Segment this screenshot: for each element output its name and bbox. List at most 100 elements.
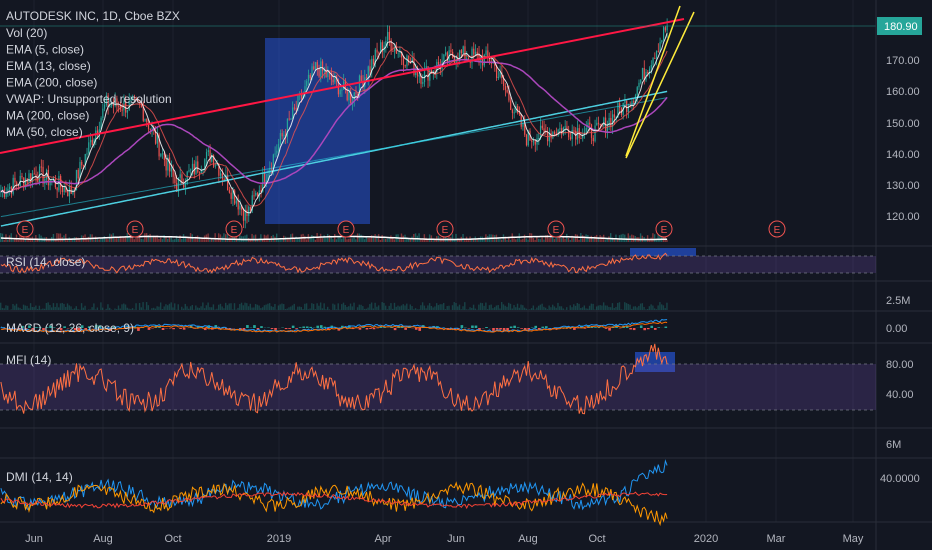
candle-body (163, 153, 165, 160)
candle-body (40, 166, 42, 168)
channel-line-lower[interactable] (625, 11, 695, 159)
volume-bar (434, 238, 436, 242)
candle-body (0, 191, 2, 193)
candle-body (12, 177, 14, 194)
volume-pane-bar (432, 307, 434, 310)
volume-pane-bar (314, 309, 317, 310)
macd-bar (348, 325, 351, 328)
earnings-marker-label: E (132, 225, 139, 236)
candle-body (223, 178, 225, 181)
resistance-trendline[interactable] (0, 18, 685, 154)
volume-pane-bar (609, 307, 612, 310)
volume-pane-bar (246, 303, 248, 310)
candle-body (395, 47, 398, 54)
volume-pane-bar (93, 303, 95, 310)
macd-bar (291, 325, 295, 328)
candle-body (116, 98, 118, 106)
volume-bar (645, 239, 647, 242)
volume-pane-bar (270, 306, 273, 310)
volume-pane-bar (68, 305, 70, 310)
volume-pane-bar (75, 306, 77, 310)
volume-bar (573, 237, 575, 242)
volume-pane-bar (604, 305, 607, 310)
volume-bar (632, 235, 635, 242)
volume-pane-bar (641, 303, 644, 310)
volume-pane-bar (646, 309, 649, 310)
time-tick: Mar (767, 533, 786, 545)
candle-body (140, 104, 143, 107)
macd-bar (566, 326, 569, 328)
mfi-line (0, 343, 668, 415)
macd-bar (555, 328, 559, 330)
earnings-marker (655, 220, 673, 238)
volume-pane-bar (376, 306, 378, 310)
volume-bar (38, 234, 41, 242)
candle-body (571, 130, 573, 140)
volume-bar (133, 239, 136, 242)
candle-body (606, 125, 608, 133)
volume-bar (156, 235, 158, 242)
volume-pane-bar (244, 302, 246, 310)
macd-bar (657, 327, 661, 328)
volume-bar (161, 239, 164, 242)
volume-bar (135, 236, 137, 242)
volume-pane-bar (428, 303, 431, 310)
candle-body (659, 42, 661, 52)
volume-pane-bar (135, 303, 137, 310)
volume-bar (508, 237, 510, 242)
candle-body (14, 177, 16, 183)
candle-body (123, 100, 125, 111)
candle-body (290, 118, 292, 120)
volume-pane-bar (370, 302, 373, 310)
candle-body (232, 190, 234, 199)
candle-body (640, 79, 642, 83)
volume-pane-bar (562, 308, 564, 310)
candle-body (205, 152, 208, 160)
volume-bar (0, 233, 2, 242)
volume-pane-bar (342, 302, 345, 310)
volume-pane-bar (539, 304, 542, 310)
candle-body (161, 153, 164, 155)
candle-body (589, 122, 591, 125)
volume-pane-bar (210, 307, 213, 310)
volume-pane-bar (309, 308, 311, 310)
volume-bar (186, 237, 188, 242)
candle-body (251, 195, 253, 211)
macd-bar (133, 326, 137, 328)
candle-body (445, 52, 447, 55)
volume-pane-bar (49, 304, 51, 310)
volume-bar (369, 237, 371, 242)
volume-pane-bar (260, 308, 262, 310)
volume-pane-bar (105, 308, 107, 310)
candle-body (462, 46, 464, 54)
channel-line-upper[interactable] (625, 5, 681, 157)
volume-pane-bar (395, 306, 397, 310)
volume-bar (337, 237, 339, 242)
volume-bar (506, 239, 508, 242)
volume-bar (293, 237, 295, 242)
volume-bar (613, 239, 615, 242)
volume-pane-bar (546, 309, 549, 310)
volume-bar (339, 236, 341, 242)
candle-body (471, 48, 473, 63)
volume-pane-bar (195, 305, 197, 310)
volume-bar (328, 234, 331, 242)
volume-bar (497, 237, 499, 242)
volume-pane-bar (525, 308, 528, 310)
candle-body (302, 93, 304, 99)
volume-pane-bar (226, 305, 229, 310)
volume-pane-bar (182, 308, 185, 310)
volume-pane-bar (625, 303, 628, 310)
volume-bar (226, 233, 229, 242)
volume-pane-bar (353, 302, 355, 310)
candle-body (146, 119, 148, 123)
volume-bar (54, 239, 56, 242)
candle-body (111, 104, 113, 106)
macd-bar (541, 326, 545, 328)
volume-bar (504, 236, 506, 242)
volume-pane-bar (508, 302, 510, 310)
volume-pane-bar (144, 309, 146, 310)
volume-pane-bar (504, 305, 506, 310)
volume-pane-bar (550, 307, 552, 310)
